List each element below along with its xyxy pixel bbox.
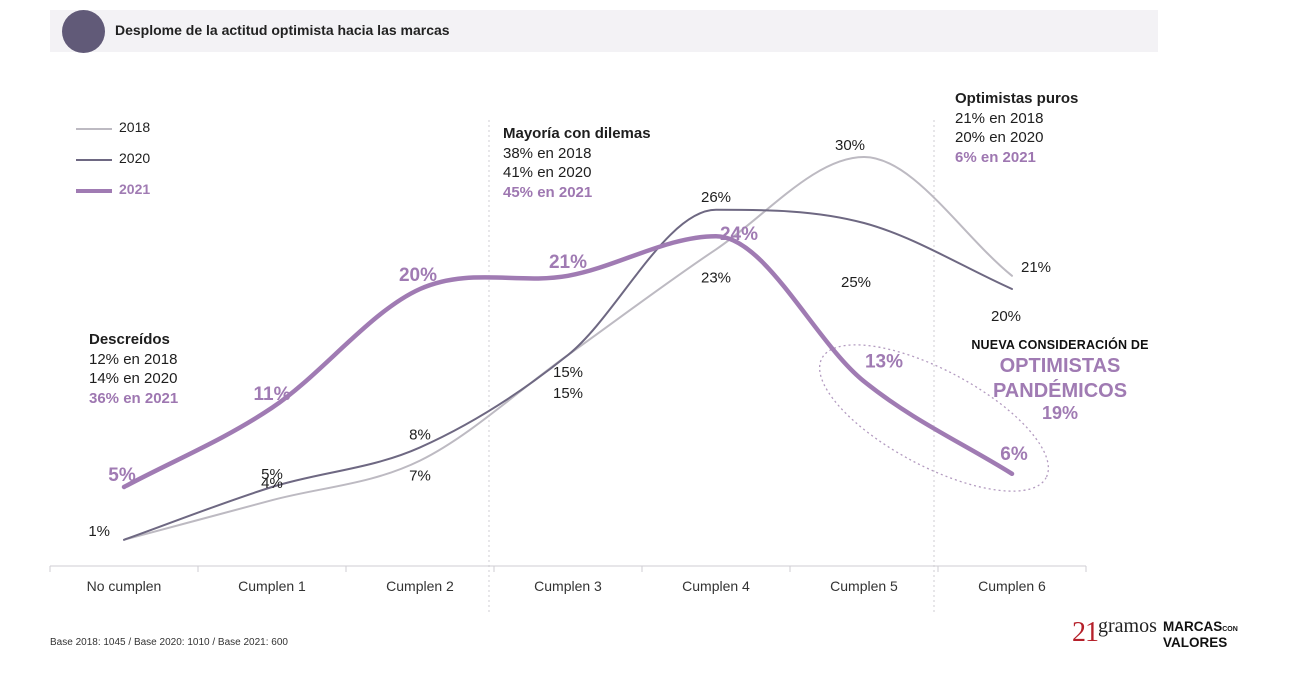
annotation-descreidos-2018: 12% en 2018 xyxy=(89,350,178,368)
logo-21gramos-word: gramos xyxy=(1098,615,1157,637)
footer-base-note: Base 2018: 1045 / Base 2020: 1010 / Base… xyxy=(50,637,288,648)
annotation-mayoria-2021: 45% en 2021 xyxy=(503,183,593,201)
nueva-consideracion-line2: PANDÉMICOS xyxy=(992,380,1128,402)
data-label-2021: 24% xyxy=(720,224,758,245)
x-tick-label: Cumplen 2 xyxy=(386,578,454,594)
data-label-2021: 6% xyxy=(1000,444,1028,465)
x-tick-label: Cumplen 6 xyxy=(978,578,1046,594)
annotation-descreidos-2021: 36% en 2021 xyxy=(89,389,179,407)
logo-mcv-line2: VALORES xyxy=(1163,635,1228,650)
x-tick-label: Cumplen 4 xyxy=(682,578,750,594)
annotation-mayoria-2020: 41% en 2020 xyxy=(503,164,592,181)
nueva-consideracion-pct: 19% xyxy=(1041,403,1079,423)
data-label-2021: 11% xyxy=(254,384,291,405)
logo-mcv-line1: MARCAS xyxy=(1163,619,1223,634)
annotation-optimistas-head: Optimistas puros xyxy=(955,90,1079,107)
annotation-descreidos-2020: 14% en 2020 xyxy=(89,370,178,387)
annotation-optimistas-2020: 20% en 2020 xyxy=(955,129,1044,146)
legend-swatch-2018 xyxy=(76,128,112,130)
legend-label-2021: 2021 xyxy=(119,181,151,197)
data-label-2021: 13% xyxy=(865,351,903,372)
data-label-2020: 5% xyxy=(261,466,283,483)
series-line-2018 xyxy=(123,156,1013,541)
annotation-optimistas-2021: 6% en 2021 xyxy=(955,148,1036,166)
annotation-mayoria: Mayoría con dilemas 38% en 2018 41% en 2… xyxy=(503,124,651,202)
data-label-2018: 21% xyxy=(1021,259,1051,276)
legend-swatch-2020 xyxy=(76,159,112,161)
annotation-mayoria-head: Mayoría con dilemas xyxy=(503,125,651,142)
data-label-2018: 7% xyxy=(409,468,431,485)
data-label-2021: 21% xyxy=(549,252,587,273)
series-line-2021 xyxy=(121,233,1015,490)
legend-label-2018: 2018 xyxy=(119,119,151,135)
data-label-2020: 8% xyxy=(409,426,431,443)
data-label-2021: 20% xyxy=(399,265,437,286)
nueva-consideracion-line1: OPTIMISTAS xyxy=(999,355,1121,377)
logo-mcv-con: CON xyxy=(1222,626,1238,633)
logo-21gramos: 21gramos xyxy=(1072,615,1157,649)
annotation-descreidos: Descreídos 12% en 2018 14% en 2020 36% e… xyxy=(89,330,178,408)
data-label-2020: 20% xyxy=(991,308,1021,325)
annotation-optimistas-2018: 21% en 2018 xyxy=(955,109,1044,127)
data-label-2018: 30% xyxy=(835,137,865,154)
x-tick-label: No cumplen xyxy=(87,578,162,594)
data-label-2018: 15% xyxy=(553,364,583,381)
x-tick-label: Cumplen 1 xyxy=(238,578,306,594)
data-label-2018: 23% xyxy=(701,269,731,286)
x-tick-label: Cumplen 3 xyxy=(534,578,602,594)
chart-title: Desplome de la actitud optimista hacia l… xyxy=(115,22,450,38)
header-dot-icon xyxy=(62,10,105,53)
logo-21gramos-number: 21 xyxy=(1072,617,1099,648)
data-label-2021: 5% xyxy=(108,465,136,486)
nueva-consideracion-title: NUEVA CONSIDERACIÓN DE xyxy=(971,338,1149,352)
legend-label-2020: 2020 xyxy=(119,150,151,166)
annotation-descreidos-head: Descreídos xyxy=(89,331,170,348)
x-tick-label: Cumplen 5 xyxy=(830,578,898,594)
header-bar xyxy=(50,10,1158,52)
series-line-2020 xyxy=(123,208,1013,541)
data-label-2020: 15% xyxy=(553,385,583,402)
data-label-2020: 25% xyxy=(841,274,871,291)
data-label-2018: 1% xyxy=(88,523,110,540)
annotation-optimistas: Optimistas puros 21% en 2018 20% en 2020… xyxy=(955,89,1078,167)
legend-swatch-2021 xyxy=(76,189,112,193)
logo-marcas-con-valores: MARCASCON VALORES xyxy=(1163,619,1238,650)
data-label-2020: 26% xyxy=(701,189,731,206)
annotation-nueva-consideracion: NUEVA CONSIDERACIÓN DE OPTIMISTAS PANDÉM… xyxy=(960,338,1160,424)
annotation-mayoria-2018: 38% en 2018 xyxy=(503,144,592,162)
data-label-2018: 4% xyxy=(261,475,283,492)
